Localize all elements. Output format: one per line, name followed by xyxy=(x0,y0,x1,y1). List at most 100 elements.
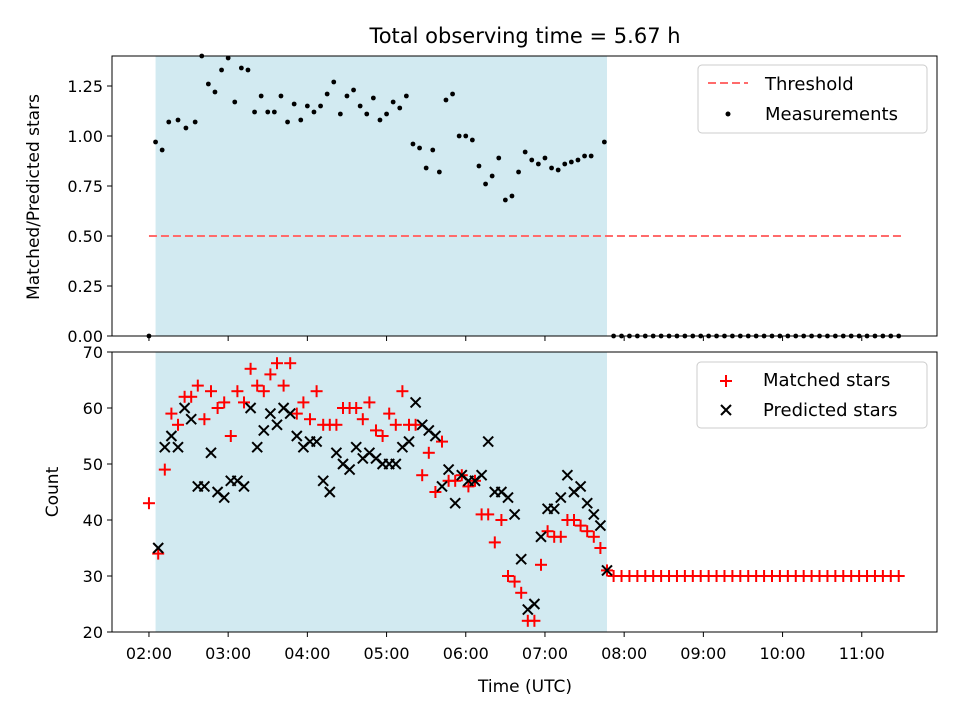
measurement-point xyxy=(588,153,594,159)
predicted-star-point xyxy=(390,458,402,470)
matched-star-point xyxy=(264,368,277,381)
matched-star-point xyxy=(142,497,155,510)
measurement-point xyxy=(509,193,515,199)
predicted-star-point xyxy=(588,508,600,521)
predicted-star-point xyxy=(271,419,283,431)
matched-star-point xyxy=(198,413,211,426)
measurement-point xyxy=(324,91,330,97)
predicted-star-point xyxy=(508,508,521,521)
matched-star-point xyxy=(251,379,264,392)
predicted-star-point xyxy=(502,491,514,504)
x-tick-label: 09:00 xyxy=(680,644,726,663)
predicted-star-point xyxy=(205,447,217,459)
matched-star-point xyxy=(436,435,448,448)
matched-star-point xyxy=(370,424,382,437)
predicted-star-point xyxy=(594,519,607,532)
measurement-point xyxy=(278,93,284,99)
legend-threshold-label: Threshold xyxy=(764,74,854,95)
measurement-point xyxy=(535,161,541,167)
matched-star-point xyxy=(284,357,297,370)
predicted-star-point xyxy=(152,542,164,554)
predicted-star-point xyxy=(343,463,356,476)
matched-star-point xyxy=(508,575,521,588)
measurement-point xyxy=(311,109,317,115)
predicted-star-point xyxy=(574,480,587,493)
measurement-point xyxy=(456,133,462,139)
predicted-star-point xyxy=(178,402,191,414)
matched-star-point xyxy=(495,514,508,526)
legend-measurements-swatch xyxy=(725,111,731,117)
matched-star-point xyxy=(422,446,435,459)
measurement-point xyxy=(436,169,442,175)
matched-star-point xyxy=(376,430,389,442)
measurement-point xyxy=(232,99,238,105)
measurement-point xyxy=(423,165,429,171)
bottom-highlight-span xyxy=(155,352,607,632)
predicted-star-point xyxy=(442,463,455,476)
measurement-point xyxy=(166,119,172,125)
legend-measurements-label: Measurements xyxy=(765,104,898,125)
measurement-point xyxy=(430,147,436,153)
predicted-star-point xyxy=(172,441,184,453)
bottom-legend-box xyxy=(696,361,928,429)
matched-star-point xyxy=(462,480,475,493)
matched-star-point xyxy=(482,508,495,521)
measurement-point xyxy=(265,109,271,115)
top-series-layer xyxy=(146,53,902,339)
measurement-point xyxy=(183,125,189,131)
y-tick-label: 0.50 xyxy=(67,227,103,246)
predicted-star-point xyxy=(528,598,541,610)
top-legend-box xyxy=(697,64,928,134)
y-tick-label: 70 xyxy=(83,343,103,362)
measurement-point xyxy=(285,119,290,125)
predicted-star-point xyxy=(291,430,303,442)
legend-predicted-swatch xyxy=(720,404,732,416)
measurement-point xyxy=(153,139,158,145)
measurement-point xyxy=(331,79,337,85)
measurement-point xyxy=(443,97,449,103)
matched-star-point xyxy=(488,536,501,549)
measurement-point xyxy=(529,157,535,163)
matched-star-point xyxy=(224,430,237,442)
measurement-point xyxy=(370,95,376,101)
measurement-point xyxy=(252,109,257,115)
predicted-star-point xyxy=(535,531,547,543)
matched-star-point xyxy=(389,418,402,431)
matched-star-point xyxy=(535,558,547,571)
predicted-star-point xyxy=(324,486,336,498)
y-tick-label: 0.25 xyxy=(67,277,103,296)
top-plot-frame xyxy=(111,55,938,337)
top-highlight-span xyxy=(155,56,607,336)
matched-star-point xyxy=(581,525,594,538)
measurement-point xyxy=(403,93,409,99)
predicted-star-point xyxy=(429,430,442,442)
predicted-star-point xyxy=(244,402,257,414)
measurement-point xyxy=(601,139,607,145)
measurement-point xyxy=(555,167,561,173)
matched-star-point xyxy=(231,385,244,398)
predicted-star-point xyxy=(317,475,329,487)
matched-star-point xyxy=(429,486,442,498)
top-legend: Threshold Measurements xyxy=(697,64,928,134)
matched-star-point xyxy=(158,463,171,476)
top-x-ticks xyxy=(148,336,863,341)
measurement-point xyxy=(496,155,502,161)
y-tick-label: 50 xyxy=(83,455,103,474)
matched-star-point xyxy=(528,614,541,627)
predicted-star-point xyxy=(238,480,250,493)
measurement-point xyxy=(357,103,363,109)
bottom-panel: 20 30 40 50 60 70 02:00 03:00 04:00 05:00 06:00 07… xyxy=(43,343,938,697)
x-tick-label: 03:00 xyxy=(205,644,251,663)
predicted-star-point xyxy=(165,430,178,442)
y-tick-label: 0.00 xyxy=(67,327,103,346)
predicted-star-point xyxy=(258,424,270,437)
measurement-point xyxy=(377,117,383,123)
measurement-point xyxy=(238,65,244,71)
matched-star-point xyxy=(554,530,567,543)
top-chart-title: Total observing time = 5.67 h xyxy=(368,24,680,48)
matched-star-point xyxy=(257,385,270,398)
matched-star-point xyxy=(449,474,462,487)
x-tick-label: 10:00 xyxy=(760,644,806,663)
predicted-star-point xyxy=(218,491,230,504)
measurement-point xyxy=(271,109,277,115)
